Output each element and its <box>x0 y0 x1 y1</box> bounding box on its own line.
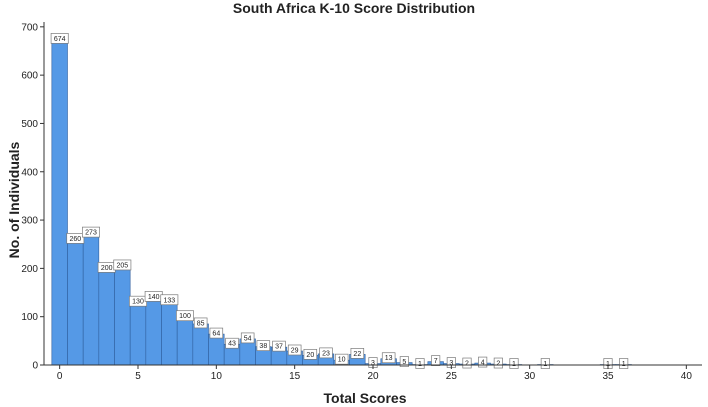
data-label-box <box>176 310 194 322</box>
data-label: 38 <box>259 343 267 350</box>
y-tick-label: 200 <box>21 264 38 275</box>
data-label: 20 <box>306 352 314 359</box>
data-label-box <box>113 259 132 271</box>
data-label-box <box>619 358 629 369</box>
bar <box>82 232 100 366</box>
bar <box>98 268 115 366</box>
data-label: 2 <box>496 361 500 368</box>
data-label: 43 <box>228 341 236 348</box>
x-tick-label: 30 <box>524 371 536 382</box>
x-tick-label: 25 <box>446 371 458 382</box>
data-label-box <box>240 332 255 344</box>
data-label-box <box>50 33 69 44</box>
data-label-box <box>334 353 349 365</box>
data-label-box <box>478 356 488 368</box>
y-tick-label: 300 <box>21 216 38 227</box>
data-label: 273 <box>85 230 97 237</box>
data-label: 85 <box>197 320 205 327</box>
data-label: 5 <box>402 359 406 366</box>
data-label-box <box>66 233 85 244</box>
data-label: 133 <box>163 297 175 304</box>
data-label-box <box>493 357 503 369</box>
y-tick-label: 100 <box>21 312 38 323</box>
bar <box>114 265 131 366</box>
data-label-box <box>193 317 208 329</box>
bar <box>67 239 84 366</box>
data-label: 200 <box>101 265 113 272</box>
data-label: 130 <box>132 299 144 306</box>
y-axis-label: No. of Individuals <box>6 141 22 258</box>
data-label: 3 <box>371 360 375 367</box>
bar <box>208 333 225 366</box>
x-tick-label: 20 <box>367 371 379 382</box>
data-label: 37 <box>275 344 283 351</box>
x-tick-label: 10 <box>211 371 223 382</box>
data-label-box <box>431 355 441 366</box>
data-label-box <box>415 358 425 369</box>
data-label-box <box>82 226 100 238</box>
chart-title: South Africa K-10 Score Distribution <box>233 0 475 16</box>
data-label: 3 <box>449 360 453 367</box>
data-label: 13 <box>385 355 393 362</box>
data-label-box <box>509 358 519 369</box>
data-label: 54 <box>244 335 252 342</box>
x-tick-label: 0 <box>57 371 63 382</box>
bar <box>161 300 178 366</box>
y-tick-label: 0 <box>32 361 38 372</box>
y-tick-label: 400 <box>21 167 38 178</box>
data-label: 29 <box>291 347 299 354</box>
data-label-box <box>160 294 179 306</box>
data-label: 100 <box>179 313 191 320</box>
data-label: 674 <box>54 36 66 43</box>
data-label: 7 <box>434 358 438 365</box>
bar <box>145 297 162 366</box>
y-tick-label: 500 <box>21 119 38 130</box>
data-label-box <box>287 344 302 356</box>
x-tick-label: 15 <box>289 371 301 382</box>
y-tick-label: 700 <box>21 22 38 33</box>
data-label: 4 <box>481 360 485 367</box>
data-label-box <box>399 356 409 367</box>
bar <box>192 323 209 366</box>
data-label: 205 <box>116 262 128 269</box>
x-tick-label: 35 <box>602 371 614 382</box>
x-axis-label: Total Scores <box>324 390 407 406</box>
x-tick-label: 5 <box>135 371 141 382</box>
data-label-box <box>462 357 472 369</box>
data-label: 260 <box>69 236 81 243</box>
data-label-box <box>209 327 224 339</box>
data-label-box <box>303 348 318 360</box>
y-tick-label: 600 <box>21 71 38 82</box>
data-label: 23 <box>322 350 330 357</box>
data-label: 64 <box>212 331 220 338</box>
data-label: 140 <box>148 294 160 301</box>
bar <box>51 39 68 366</box>
data-label-box <box>319 347 333 359</box>
data-label-box <box>272 340 286 352</box>
data-label-box <box>381 352 396 364</box>
x-tick-label: 40 <box>681 371 693 382</box>
data-label: 10 <box>338 357 346 364</box>
bar <box>129 301 147 366</box>
data-label-box <box>540 358 550 369</box>
data-label: 22 <box>353 351 361 358</box>
data-label: 2 <box>465 361 469 368</box>
bar <box>176 316 194 366</box>
data-label-box <box>225 337 239 349</box>
data-label-box <box>256 340 271 351</box>
data-label-box <box>350 348 365 359</box>
